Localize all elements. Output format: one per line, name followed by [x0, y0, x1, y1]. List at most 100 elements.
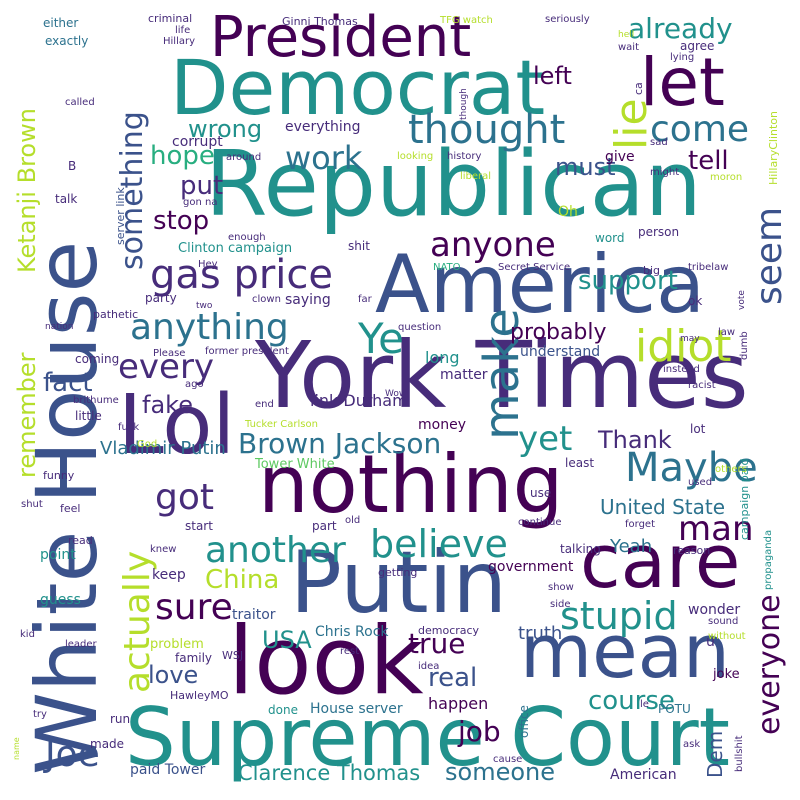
- word-clown: clown: [252, 294, 281, 305]
- word-shit: shit: [348, 239, 370, 253]
- word-true: true: [408, 627, 466, 660]
- word-joe: Joe: [45, 734, 100, 775]
- word-lot: lot: [690, 422, 706, 436]
- word-supreme-court: Supreme Court: [125, 691, 730, 784]
- word-wonder: wonder: [688, 602, 741, 618]
- word-feel: feel: [60, 502, 81, 515]
- word-clarence-thomas: Clarence Thomas: [238, 761, 421, 785]
- word-wait: wait: [618, 42, 640, 53]
- word-oh: Oh: [558, 204, 578, 220]
- word-moron: moron: [710, 172, 743, 183]
- word-little: little: [75, 409, 102, 423]
- word-agree: agree: [680, 39, 715, 53]
- word-china: China: [205, 565, 280, 595]
- word-nato: NATO: [433, 262, 461, 273]
- word-please: Please: [153, 348, 186, 359]
- word-stop: stop: [153, 206, 210, 236]
- word-racist: racist: [688, 380, 716, 391]
- word-idea: idea: [418, 661, 440, 672]
- word-yet: yet: [518, 419, 573, 459]
- word-without: without: [708, 631, 746, 642]
- word-lol: Lol: [118, 378, 236, 473]
- word-america: America: [375, 238, 705, 331]
- word-another: another: [205, 530, 346, 571]
- word-fake: fake: [142, 391, 193, 419]
- word-traitor: traitor: [232, 607, 276, 623]
- word-republican: Republican: [205, 132, 702, 237]
- word-made: made: [90, 737, 125, 751]
- word-tribelaw: tribelaw: [688, 262, 729, 273]
- word-family: family: [175, 651, 213, 665]
- word-getting: getting: [378, 566, 418, 579]
- word-done: done: [268, 703, 298, 717]
- word-idiot: idiot: [635, 321, 732, 372]
- word-kid: kid: [20, 629, 35, 640]
- word-funny: funny: [43, 469, 75, 482]
- word-fuck: fuck: [118, 422, 140, 433]
- word-maybe: Maybe: [625, 445, 758, 491]
- word-liberal: liberal: [460, 171, 492, 182]
- word-sad: sad: [650, 137, 668, 148]
- word-usa: USA: [262, 626, 312, 654]
- word-guess: guess: [40, 592, 81, 608]
- word-everyone: everyone: [752, 594, 787, 735]
- word-love: love: [148, 661, 199, 689]
- word-life: life: [175, 25, 191, 36]
- word-though: though: [459, 88, 469, 120]
- word-saying: saying: [285, 292, 331, 308]
- word-every: every: [118, 347, 215, 387]
- word-ketanji-brown: Ketanji Brown: [13, 108, 41, 273]
- word-gon-na: gon na: [183, 197, 218, 208]
- word-far: far: [358, 294, 372, 305]
- word-anything: anything: [130, 307, 289, 348]
- word-chris-rock: Chris Rock: [315, 624, 389, 640]
- word-talking: talking: [560, 542, 601, 556]
- word-hope: hope: [150, 141, 215, 171]
- word-gas-price: gas price: [150, 252, 334, 298]
- word-office: office: [517, 705, 531, 738]
- word-come: come: [650, 109, 750, 150]
- word-coming: coming: [75, 352, 120, 366]
- word-tower-white: Tower White: [255, 457, 335, 472]
- word-b: B: [68, 159, 77, 173]
- word-word: word: [595, 231, 625, 245]
- word-big: big: [643, 264, 661, 277]
- word-government: government: [488, 559, 574, 575]
- word-hillary: Hillary: [163, 36, 196, 47]
- word-democrat: Democrat: [170, 43, 546, 132]
- word-care: care: [580, 519, 741, 605]
- word-believe: believe: [370, 522, 508, 566]
- word-problem: problem: [150, 637, 204, 652]
- word-looking: looking: [397, 151, 434, 162]
- word-reason: reason: [673, 544, 711, 557]
- word-fact: fact: [43, 368, 93, 398]
- word-man: man: [678, 509, 754, 549]
- word-give: give: [605, 149, 635, 165]
- word-point: point: [40, 547, 76, 563]
- word-united-state: United State: [600, 495, 726, 519]
- word-dem: Dem: [703, 730, 727, 778]
- word-lying: lying: [670, 52, 695, 63]
- word-might: might: [650, 167, 680, 178]
- word-dumb: dumb: [739, 331, 750, 360]
- word-two: two: [196, 301, 213, 311]
- word-anyone: anyone: [430, 225, 556, 265]
- word-putin: Putin: [290, 533, 507, 633]
- word-either: either: [43, 16, 79, 30]
- word-thank: Thank: [598, 426, 672, 454]
- word-server-link: server link: [114, 187, 127, 245]
- word-former-president: former president: [205, 346, 289, 357]
- word-ago: ago: [185, 379, 204, 390]
- word-put: put: [180, 171, 224, 201]
- word-tell: tell: [688, 146, 729, 176]
- word-part: part: [312, 519, 337, 533]
- word-question: question: [398, 322, 442, 333]
- word-must: must: [555, 153, 616, 181]
- word-least: least: [565, 456, 595, 470]
- word-ginni-thomas: Ginni Thomas: [282, 15, 358, 28]
- word-law: law: [718, 327, 736, 338]
- word-potu: POTU: [658, 702, 691, 716]
- word-brown-jackson: Brown Jackson: [238, 427, 442, 460]
- word-exactly: exactly: [45, 34, 89, 48]
